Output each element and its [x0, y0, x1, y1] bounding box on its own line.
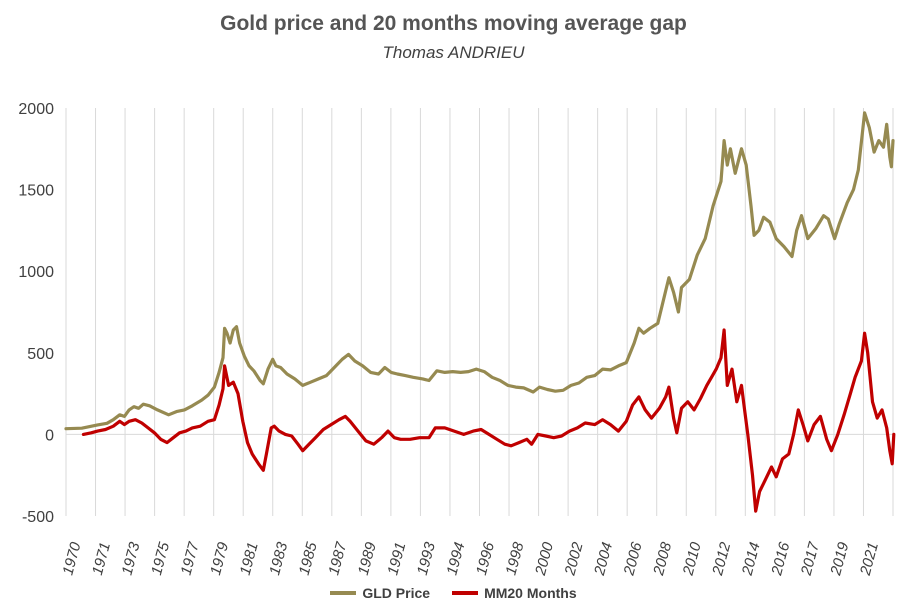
chart-title: Gold price and 20 months moving average …	[220, 12, 687, 35]
x-tick-label: 1998	[502, 540, 527, 577]
y-tick-label: 0	[45, 427, 54, 444]
x-tick-label: 1979	[207, 540, 232, 577]
y-tick-label: 500	[27, 346, 54, 363]
legend-label-mm20: MM20 Months	[484, 585, 577, 601]
x-tick-label: 2012	[709, 540, 734, 578]
x-tick-label: 2008	[650, 540, 675, 578]
y-tick-label: 1500	[18, 183, 54, 200]
x-tick-label: 1991	[384, 540, 409, 577]
x-tick-label: 2019	[827, 540, 852, 578]
x-tick-label: 2002	[561, 540, 586, 578]
x-tick-label: 1981	[237, 540, 262, 577]
x-tick-label: 1977	[178, 540, 203, 577]
legend-swatch-gld	[330, 591, 357, 595]
x-tick-label: 1993	[414, 540, 439, 577]
legend-swatch-mm20	[452, 591, 479, 595]
y-tick-label: -500	[22, 509, 54, 526]
x-tick-label: 1975	[148, 540, 173, 577]
chart-subtitle: Thomas ANDRIEU	[382, 43, 525, 62]
x-tick-label: 2014	[739, 540, 764, 578]
series-group	[64, 111, 896, 513]
x-tick-label: 2021	[857, 540, 882, 578]
x-tick-label: 1970	[59, 540, 84, 577]
legend-item-gld: GLD Price	[330, 585, 430, 601]
x-tick-label: 1989	[355, 540, 380, 577]
series-line-mm20-months	[81, 328, 896, 513]
x-tick-label: 2006	[620, 540, 645, 578]
x-tick-label: 1973	[119, 540, 144, 577]
x-tick-label: 2017	[798, 540, 823, 578]
x-tick-label: 1996	[473, 540, 498, 577]
x-tick-label: 1987	[325, 540, 350, 577]
x-tick-label: 2004	[591, 540, 616, 578]
grid-lines	[65, 108, 894, 516]
legend: GLD Price MM20 Months	[0, 585, 907, 601]
x-tick-label: 1985	[296, 540, 321, 577]
x-tick-label: 1994	[443, 540, 468, 577]
x-tick-label: 1971	[89, 540, 114, 577]
y-tick-label: 1000	[18, 264, 54, 281]
legend-label-gld: GLD Price	[362, 585, 431, 601]
x-tick-label: 2010	[679, 540, 704, 578]
y-tick-label: 2000	[18, 101, 54, 118]
x-tick-label: 2000	[532, 540, 557, 578]
series-line-gld-price	[64, 111, 895, 431]
legend-item-mm20: MM20 Months	[452, 585, 577, 601]
y-axis: -500 0 500 1000 1500 2000	[18, 101, 54, 526]
x-tick-label: 2016	[768, 540, 793, 578]
x-tick-label: 1983	[266, 540, 291, 577]
x-axis: 1970 1971 1973 1975 1977 1979 1981 1983 1985 1987…	[59, 540, 882, 578]
